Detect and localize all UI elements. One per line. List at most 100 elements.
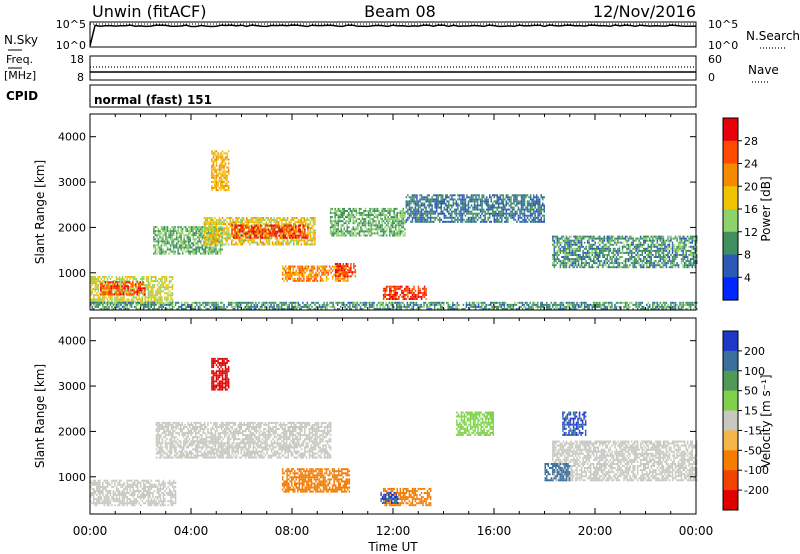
power-region-cell <box>239 224 241 227</box>
power-region-cell <box>220 152 222 155</box>
power-region-cell <box>507 194 509 197</box>
power-region-cell <box>567 258 569 261</box>
power-region-cell <box>639 260 642 263</box>
power-region-cell <box>201 228 204 231</box>
power-region-cell <box>460 214 462 217</box>
power-region-cell <box>414 289 417 292</box>
power-region-cell <box>198 246 201 249</box>
power-region-cell <box>212 235 215 238</box>
power-region-cell <box>410 291 412 294</box>
power-region-cell <box>218 229 221 232</box>
power-region-cell <box>295 269 297 272</box>
power-region-cell <box>392 234 394 237</box>
power-region-cell <box>300 243 303 246</box>
power-region-cell <box>505 202 508 205</box>
power-region-cell <box>413 212 415 215</box>
power-region-cell <box>413 196 415 199</box>
power-region-cell <box>240 241 242 244</box>
power-region-cell <box>583 264 586 267</box>
power-region-cell <box>599 260 601 263</box>
power-region-cell <box>331 226 333 229</box>
power-region-cell <box>342 220 344 223</box>
power-region-cell <box>522 204 524 207</box>
power-region-cell <box>442 194 444 197</box>
power-region-cell <box>338 267 340 270</box>
power-region-cell <box>579 254 581 256</box>
power-region-cell <box>329 220 332 223</box>
power-region-cell <box>324 273 326 276</box>
power-region-cell <box>138 282 140 285</box>
power-region-cell <box>168 242 170 245</box>
power-region-cell <box>662 241 665 244</box>
power-region-cell <box>334 273 337 276</box>
power-region-cell <box>445 216 447 219</box>
power-region-cell <box>602 262 604 265</box>
power-region-cell <box>440 212 442 215</box>
power-region-cell <box>593 260 595 263</box>
power-region-cell <box>214 237 216 240</box>
power-region-cell <box>505 214 508 217</box>
power-region-cell <box>389 291 391 294</box>
power-region-cell <box>617 247 619 250</box>
power-region-cell <box>501 216 503 219</box>
power-region-cell <box>171 278 174 280</box>
power-region-cell <box>273 234 276 237</box>
power-region-cell <box>246 236 248 239</box>
power-region-cell <box>398 287 400 290</box>
power-region-cell <box>102 282 104 285</box>
power-region-cell <box>439 202 441 205</box>
power-region-cell <box>423 212 426 215</box>
power-region-cell <box>627 239 630 242</box>
power-region-cell <box>460 220 462 223</box>
power-region-cell <box>404 289 406 292</box>
power-region-cell <box>165 292 168 295</box>
power-region-cell <box>472 212 474 215</box>
power-region-cell <box>281 271 284 274</box>
power-region-cell <box>268 243 271 246</box>
power-region-cell <box>152 286 154 289</box>
power-region-cell <box>147 286 150 289</box>
power-region-cell <box>602 237 604 240</box>
power-region-cell <box>485 204 488 207</box>
power-region-cell <box>564 251 566 254</box>
power-region-cell <box>389 228 391 231</box>
power-region-cell <box>115 278 118 280</box>
power-region-cell <box>559 249 562 252</box>
power-region-cell <box>100 283 102 286</box>
power-region-cell <box>160 248 163 251</box>
power-region-cell <box>315 271 317 274</box>
power-region-cell <box>662 239 665 242</box>
power-region-cell <box>470 210 473 213</box>
power-region-cell <box>476 204 479 207</box>
power-region-cell <box>165 240 167 243</box>
power-region-cell <box>229 221 231 224</box>
power-region-cell <box>448 200 450 203</box>
power-region-cell <box>568 258 571 261</box>
power-region-cell <box>476 202 479 205</box>
power-region-cell <box>635 249 637 252</box>
power-region-cell <box>600 251 603 254</box>
power-region-cell <box>93 294 95 297</box>
power-region-cell <box>137 298 139 301</box>
power-region-cell <box>583 262 586 265</box>
power-region-cell <box>481 202 483 205</box>
power-region-cell <box>565 243 568 246</box>
power-region-cell <box>155 294 157 297</box>
power-region-cell <box>104 287 107 290</box>
power-region-cell <box>423 291 426 294</box>
power-region-cell <box>649 239 651 242</box>
power-region-cell <box>332 228 335 231</box>
power-region-cell <box>103 300 106 303</box>
power-region-cell <box>535 208 538 211</box>
power-region-cell <box>224 174 227 177</box>
power-region-cell <box>429 210 432 213</box>
power-region-cell <box>448 216 450 219</box>
power-region-cell <box>348 269 351 272</box>
power-region-cell <box>192 238 194 241</box>
power-region-cell <box>192 252 194 255</box>
power-region-cell <box>519 202 521 205</box>
power-region-cell <box>298 234 300 237</box>
power-region-cell <box>517 202 520 205</box>
power-region-cell <box>141 289 143 292</box>
power-region-cell <box>534 218 536 221</box>
